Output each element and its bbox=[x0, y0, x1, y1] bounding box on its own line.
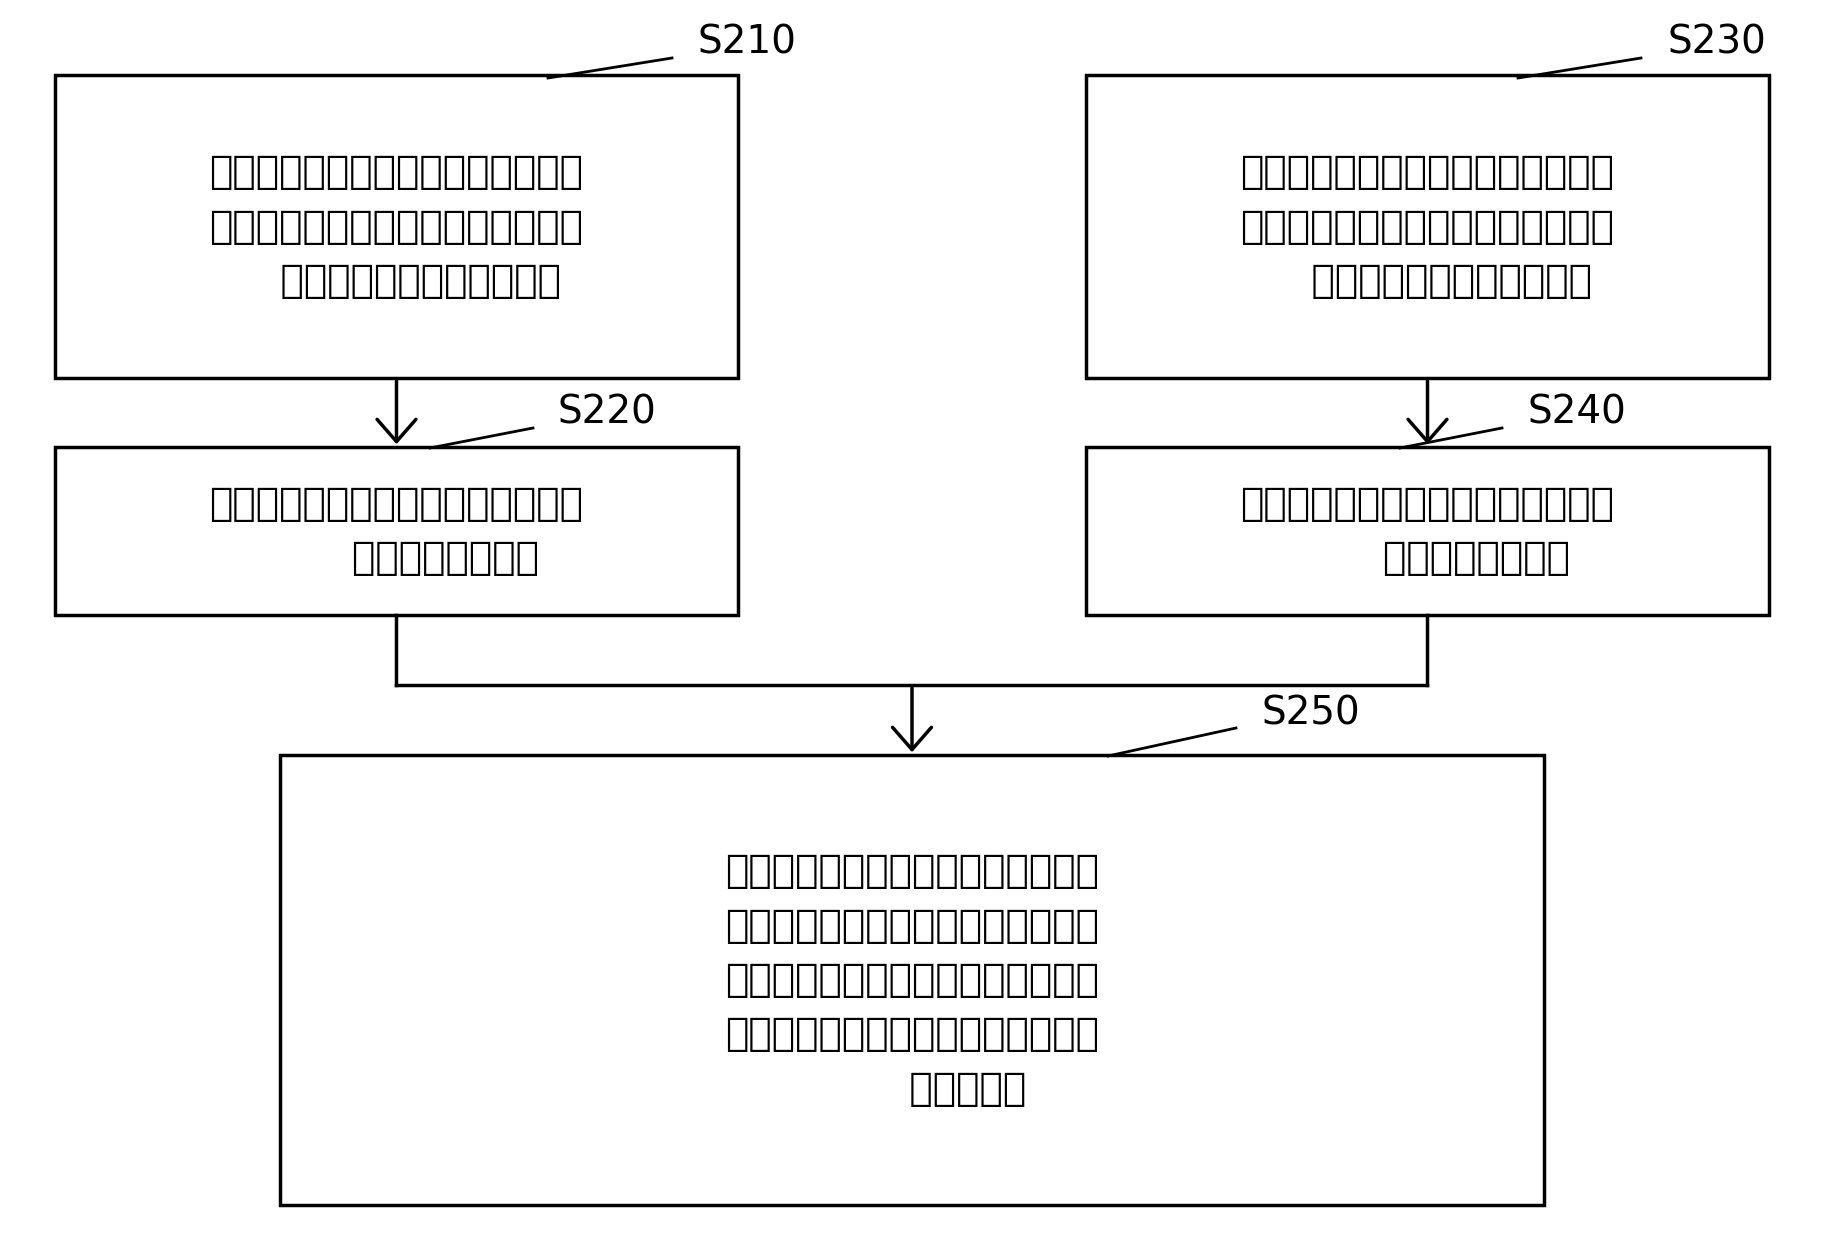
Text: S240: S240 bbox=[1528, 393, 1626, 431]
Text: S230: S230 bbox=[1666, 23, 1766, 60]
Text: 基于第二信息接收模块，从第二数据
库中获取第二领域信息，其中，第二
    领域信息具有第二标识信息: 基于第二信息接收模块，从第二数据 库中获取第二领域信息，其中，第二 领域信息具有… bbox=[1240, 154, 1613, 300]
Text: S210: S210 bbox=[698, 23, 797, 60]
FancyBboxPatch shape bbox=[1085, 447, 1768, 614]
FancyBboxPatch shape bbox=[55, 447, 738, 614]
Text: S220: S220 bbox=[558, 393, 656, 431]
Text: 在第一标识信息和第二标识信息相同
的情况下，基于信息整合模块，将与
第一标志位相对应的第一领域信息以
及与第二标志位相对应的第二领域信
         息进行: 在第一标识信息和第二标识信息相同 的情况下，基于信息整合模块，将与 第一标志位相… bbox=[724, 852, 1099, 1108]
FancyBboxPatch shape bbox=[1085, 76, 1768, 378]
Text: 将与第二标识信息相关的第二标志位
        设置为第一标志值: 将与第二标识信息相关的第二标志位 设置为第一标志值 bbox=[1240, 485, 1613, 577]
FancyBboxPatch shape bbox=[281, 755, 1542, 1205]
Text: S250: S250 bbox=[1262, 694, 1360, 731]
Text: 基于第一信息接收模块，从第一数据
库中获取第一领域信息，其中，第一
    领域信息具有第一标识信息: 基于第一信息接收模块，从第一数据 库中获取第一领域信息，其中，第一 领域信息具有… bbox=[210, 154, 583, 300]
FancyBboxPatch shape bbox=[55, 76, 738, 378]
Text: 将与第一标识信息相关的第一标志位
        设置为第一标志值: 将与第一标识信息相关的第一标志位 设置为第一标志值 bbox=[210, 485, 583, 577]
